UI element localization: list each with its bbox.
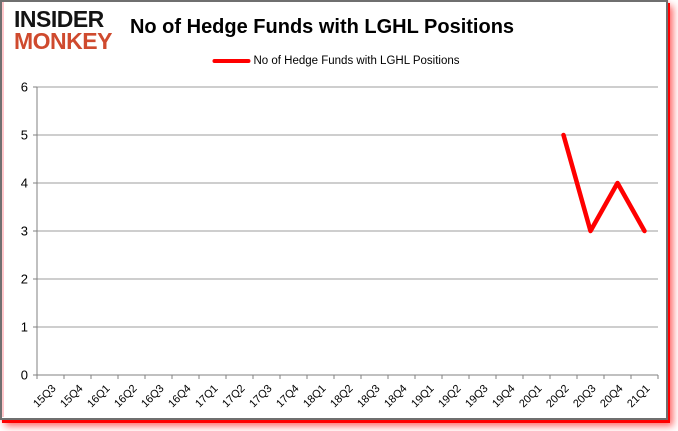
y-tick-label: 2 (21, 272, 28, 287)
x-tick-label: 20Q1 (517, 383, 545, 411)
x-tick-label: 19Q2 (436, 383, 464, 411)
x-tick-label: 19Q1 (409, 383, 437, 411)
chart-frame (0, 0, 668, 420)
x-tick-label: 16Q4 (166, 383, 194, 411)
y-tick-label: 4 (21, 176, 28, 191)
x-tick-label: 19Q4 (490, 383, 518, 411)
logo-text-insider: INSIDER (14, 6, 104, 32)
y-tick-label: 0 (21, 368, 28, 383)
x-tick-label: 20Q3 (571, 383, 599, 411)
x-tick-label: 17Q1 (193, 383, 221, 411)
x-tick-label: 19Q3 (463, 383, 491, 411)
legend-label: No of Hedge Funds with LGHL Positions (253, 55, 460, 67)
legend: No of Hedge Funds with LGHL Positions (212, 55, 460, 67)
x-tick-label: 18Q1 (301, 383, 329, 411)
frame-left-glow (2, 2, 4, 417)
x-tick-label: 20Q4 (598, 383, 626, 411)
x-tick-label: 16Q2 (112, 383, 140, 411)
x-tick-label: 17Q3 (247, 383, 275, 411)
y-tick-label: 3 (21, 224, 28, 239)
x-tick-label: 16Q3 (139, 383, 167, 411)
x-tick-label: 15Q4 (58, 383, 86, 411)
x-tick-label: 21Q1 (625, 383, 653, 411)
x-tick-label: 18Q2 (328, 383, 356, 411)
y-tick-label: 5 (21, 128, 28, 143)
x-tick-label: 16Q1 (85, 383, 113, 411)
x-tick-label: 17Q4 (274, 383, 302, 411)
legend-line-swatch (212, 59, 251, 63)
y-tick-label: 6 (21, 80, 28, 95)
insider-monkey-logo: INSIDER MONKEY (14, 6, 112, 54)
chart-title: No of Hedge Funds with LGHL Positions (129, 16, 515, 38)
x-tick-label: 18Q3 (355, 383, 383, 411)
x-tick-label: 18Q4 (382, 383, 410, 411)
x-tick-label: 15Q3 (31, 383, 59, 411)
logo-text-monkey: MONKEY (14, 27, 112, 54)
y-tick-label: 1 (21, 320, 28, 335)
x-tick-label: 20Q2 (544, 383, 572, 411)
series-line (561, 132, 647, 234)
x-tick-label: 17Q2 (220, 383, 248, 411)
